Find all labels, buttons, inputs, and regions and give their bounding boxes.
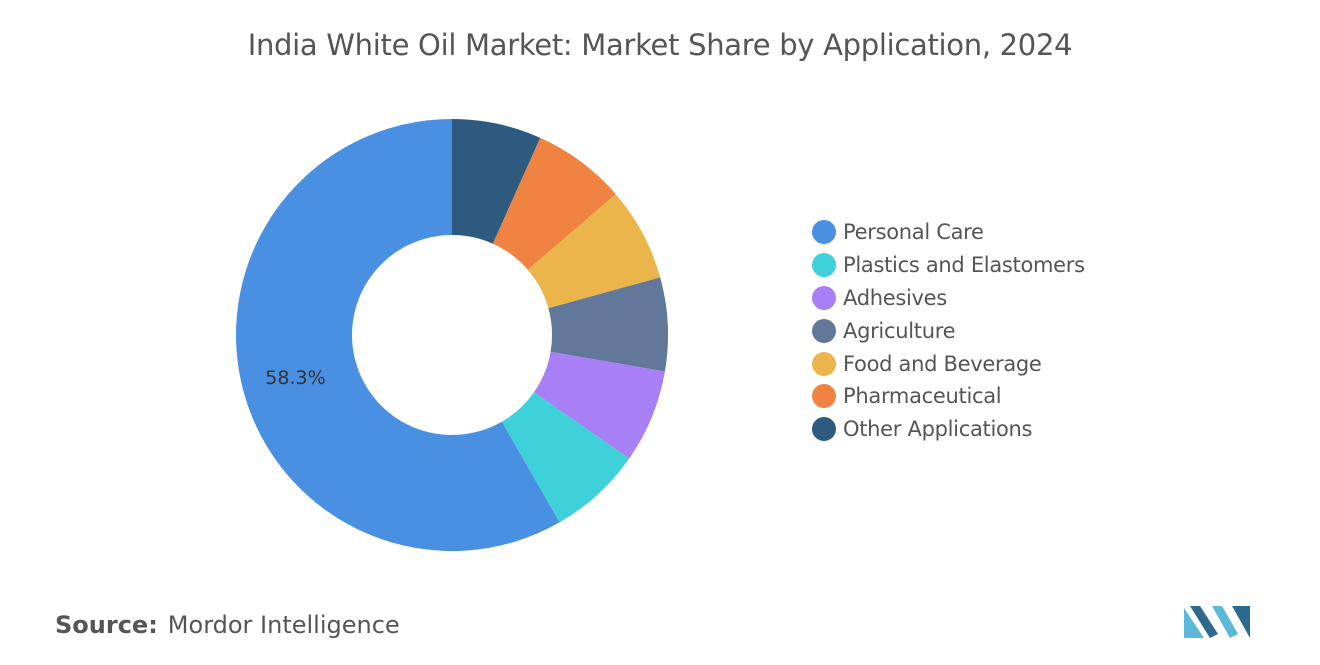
source-note: Source: Mordor Intelligence <box>55 611 400 639</box>
legend-label: Adhesives <box>843 285 947 310</box>
legend-item: Agriculture <box>812 314 1085 347</box>
slice-food-and-beverage <box>527 194 661 309</box>
mordor-intelligence-logo-icon <box>1184 606 1250 638</box>
legend-label: Food and Beverage <box>843 351 1042 376</box>
slice-agriculture <box>548 277 668 372</box>
legend-swatch <box>812 253 836 278</box>
legend-item: Personal Care <box>812 216 1085 249</box>
slice-personal-care <box>236 119 560 551</box>
legend-swatch <box>812 220 836 245</box>
slice-pharmaceutical <box>492 137 616 270</box>
legend-swatch <box>812 318 836 343</box>
chart-legend: Personal Care Plastics and Elastomers Adhe… <box>812 216 1085 446</box>
slice-plastics-and-elastomers <box>501 392 630 523</box>
slice-adhesives <box>533 351 665 459</box>
legend-item: Adhesives <box>812 282 1085 315</box>
chart-title: India White Oil Market: Market Share by … <box>247 28 1073 62</box>
legend-label: Personal Care <box>843 220 984 245</box>
legend-swatch <box>812 351 836 376</box>
legend-swatch <box>812 384 836 409</box>
legend-swatch <box>812 285 836 310</box>
legend-item: Other Applications <box>812 413 1085 446</box>
legend-label: Pharmaceutical <box>843 384 1002 409</box>
source-value: Mordor Intelligence <box>167 611 400 639</box>
legend-label: Plastics and Elastomers <box>843 253 1085 278</box>
legend-label: Other Applications <box>843 417 1033 442</box>
legend-label: Agriculture <box>843 318 956 343</box>
legend-swatch <box>812 417 836 442</box>
legend-item: Pharmaceutical <box>812 380 1085 413</box>
legend-item: Plastics and Elastomers <box>812 249 1085 282</box>
data-label-personal-care: 58.3% <box>265 367 325 389</box>
legend-item: Food and Beverage <box>812 347 1085 380</box>
source-label: Source: <box>55 611 158 639</box>
slice-other-applications <box>452 119 541 244</box>
